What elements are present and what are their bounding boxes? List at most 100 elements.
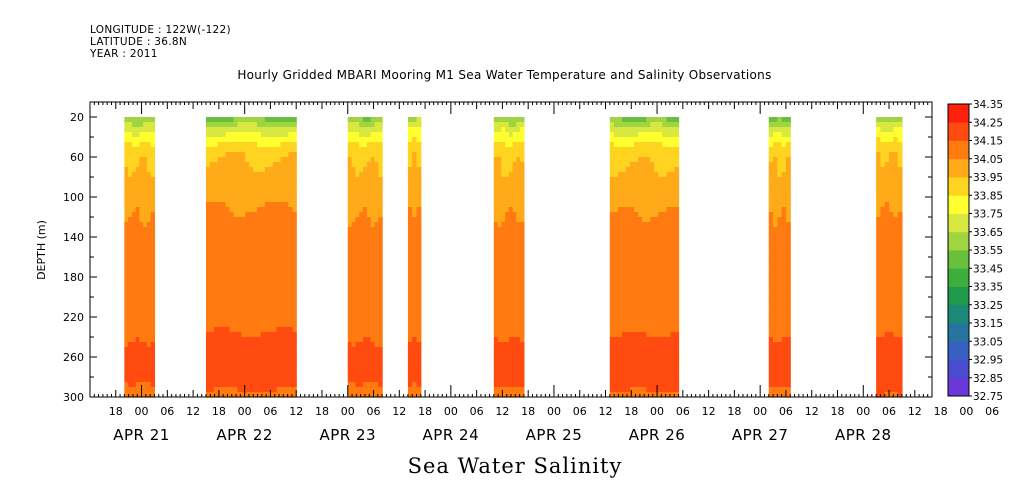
heatmap-cell bbox=[638, 362, 643, 368]
heatmap-cell bbox=[209, 247, 215, 253]
heatmap-cell bbox=[260, 232, 266, 238]
heatmap-cell bbox=[245, 237, 250, 243]
heatmap-cell bbox=[209, 182, 215, 188]
heatmap-cell bbox=[135, 317, 141, 323]
heatmap-cell bbox=[768, 372, 774, 378]
heatmap-cell bbox=[520, 157, 525, 163]
heatmap-cell bbox=[621, 307, 627, 313]
heatmap-cell bbox=[516, 152, 521, 158]
heatmap-cell bbox=[493, 217, 499, 223]
heatmap-cell bbox=[407, 262, 413, 268]
heatmap-cell bbox=[264, 232, 270, 238]
heatmap-cell bbox=[221, 147, 227, 153]
heatmap-cell bbox=[143, 232, 148, 238]
heatmap-cell bbox=[260, 172, 266, 178]
heatmap-cell bbox=[213, 132, 219, 138]
colorbar-label: 34.15 bbox=[973, 136, 1003, 148]
heatmap-cell bbox=[617, 147, 623, 153]
heatmap-cell bbox=[621, 297, 627, 303]
heatmap-cell bbox=[777, 267, 783, 273]
heatmap-cell bbox=[351, 212, 356, 218]
heatmap-cell bbox=[781, 352, 787, 358]
heatmap-cell bbox=[288, 317, 293, 323]
heatmap-cell bbox=[241, 172, 246, 178]
heatmap-cell bbox=[366, 377, 372, 383]
latitude-label: LATITUDE : 36.8N bbox=[90, 36, 188, 48]
heatmap-cell bbox=[139, 307, 144, 313]
heatmap-cell bbox=[128, 127, 133, 133]
heatmap-cell bbox=[229, 292, 235, 298]
heatmap-cell bbox=[880, 187, 886, 193]
heatmap-cell bbox=[292, 162, 297, 168]
heatmap-cell bbox=[347, 197, 353, 203]
heatmap-cell bbox=[508, 267, 514, 273]
heatmap-cell bbox=[241, 142, 246, 148]
heatmap-cell bbox=[374, 222, 379, 228]
heatmap-cell bbox=[658, 117, 663, 123]
heatmap-cell bbox=[284, 327, 289, 333]
heatmap-cell bbox=[893, 362, 899, 368]
heatmap-cell bbox=[272, 387, 278, 393]
heatmap-cell bbox=[131, 227, 137, 233]
heatmap-cell bbox=[378, 222, 383, 228]
heatmap-cell bbox=[264, 392, 270, 398]
colorbar-label: 34.25 bbox=[973, 117, 1003, 129]
heatmap-cell bbox=[268, 287, 274, 293]
heatmap-cell bbox=[505, 122, 510, 128]
heatmap-cell bbox=[638, 287, 643, 293]
heatmap-cell bbox=[128, 197, 133, 203]
heatmap-cell bbox=[880, 262, 886, 268]
heatmap-cell bbox=[205, 312, 211, 318]
heatmap-cell bbox=[501, 247, 506, 253]
heatmap-cell bbox=[662, 367, 668, 373]
heatmap-cell bbox=[609, 277, 615, 283]
heatmap-cell bbox=[225, 172, 231, 178]
heatmap-cell bbox=[630, 142, 635, 148]
heatmap-cell bbox=[143, 267, 148, 273]
heatmap-cell bbox=[272, 267, 278, 273]
heatmap-cell bbox=[268, 162, 274, 168]
heatmap-cell bbox=[630, 352, 635, 358]
heatmap-cell bbox=[493, 232, 499, 238]
heatmap-cell bbox=[897, 367, 903, 373]
heatmap-cell bbox=[139, 227, 144, 233]
heatmap-cell bbox=[876, 177, 882, 183]
heatmap-cell bbox=[508, 217, 514, 223]
heatmap-cell bbox=[630, 247, 635, 253]
heatmap-cell bbox=[516, 222, 521, 228]
heatmap-cell bbox=[363, 137, 368, 143]
heatmap-cell bbox=[773, 287, 778, 293]
heatmap-cell bbox=[276, 177, 282, 183]
heatmap-cell bbox=[150, 257, 156, 263]
heatmap-cell bbox=[508, 322, 514, 328]
heatmap-cell bbox=[355, 282, 360, 288]
heatmap-cell bbox=[272, 347, 278, 353]
heatmap-cell bbox=[355, 312, 360, 318]
heatmap-cell bbox=[412, 192, 418, 198]
heatmap-cell bbox=[650, 362, 655, 368]
heatmap-cell bbox=[260, 317, 266, 323]
heatmap-cell bbox=[347, 327, 353, 333]
heatmap-cell bbox=[493, 297, 499, 303]
heatmap-cell bbox=[128, 162, 133, 168]
heatmap-cell bbox=[205, 207, 211, 213]
heatmap-cell bbox=[884, 122, 890, 128]
heatmap-cell bbox=[646, 162, 651, 168]
heatmap-cell bbox=[370, 307, 376, 313]
heatmap-cell bbox=[241, 327, 246, 333]
heatmap-cell bbox=[146, 292, 152, 298]
heatmap-cell bbox=[264, 172, 270, 178]
heatmap-cell bbox=[777, 357, 783, 363]
heatmap-cell bbox=[260, 262, 266, 268]
heatmap-cell bbox=[416, 327, 422, 333]
heatmap-cell bbox=[264, 252, 270, 258]
heatmap-cell bbox=[646, 127, 651, 133]
heatmap-cell bbox=[773, 282, 778, 288]
heatmap-cell bbox=[884, 342, 890, 348]
heatmap-cell bbox=[781, 362, 787, 368]
heatmap-cell bbox=[781, 342, 787, 348]
heatmap-cell bbox=[508, 312, 514, 318]
heatmap-cell bbox=[131, 282, 137, 288]
heatmap-cell bbox=[245, 392, 250, 398]
heatmap-cell bbox=[646, 182, 651, 188]
